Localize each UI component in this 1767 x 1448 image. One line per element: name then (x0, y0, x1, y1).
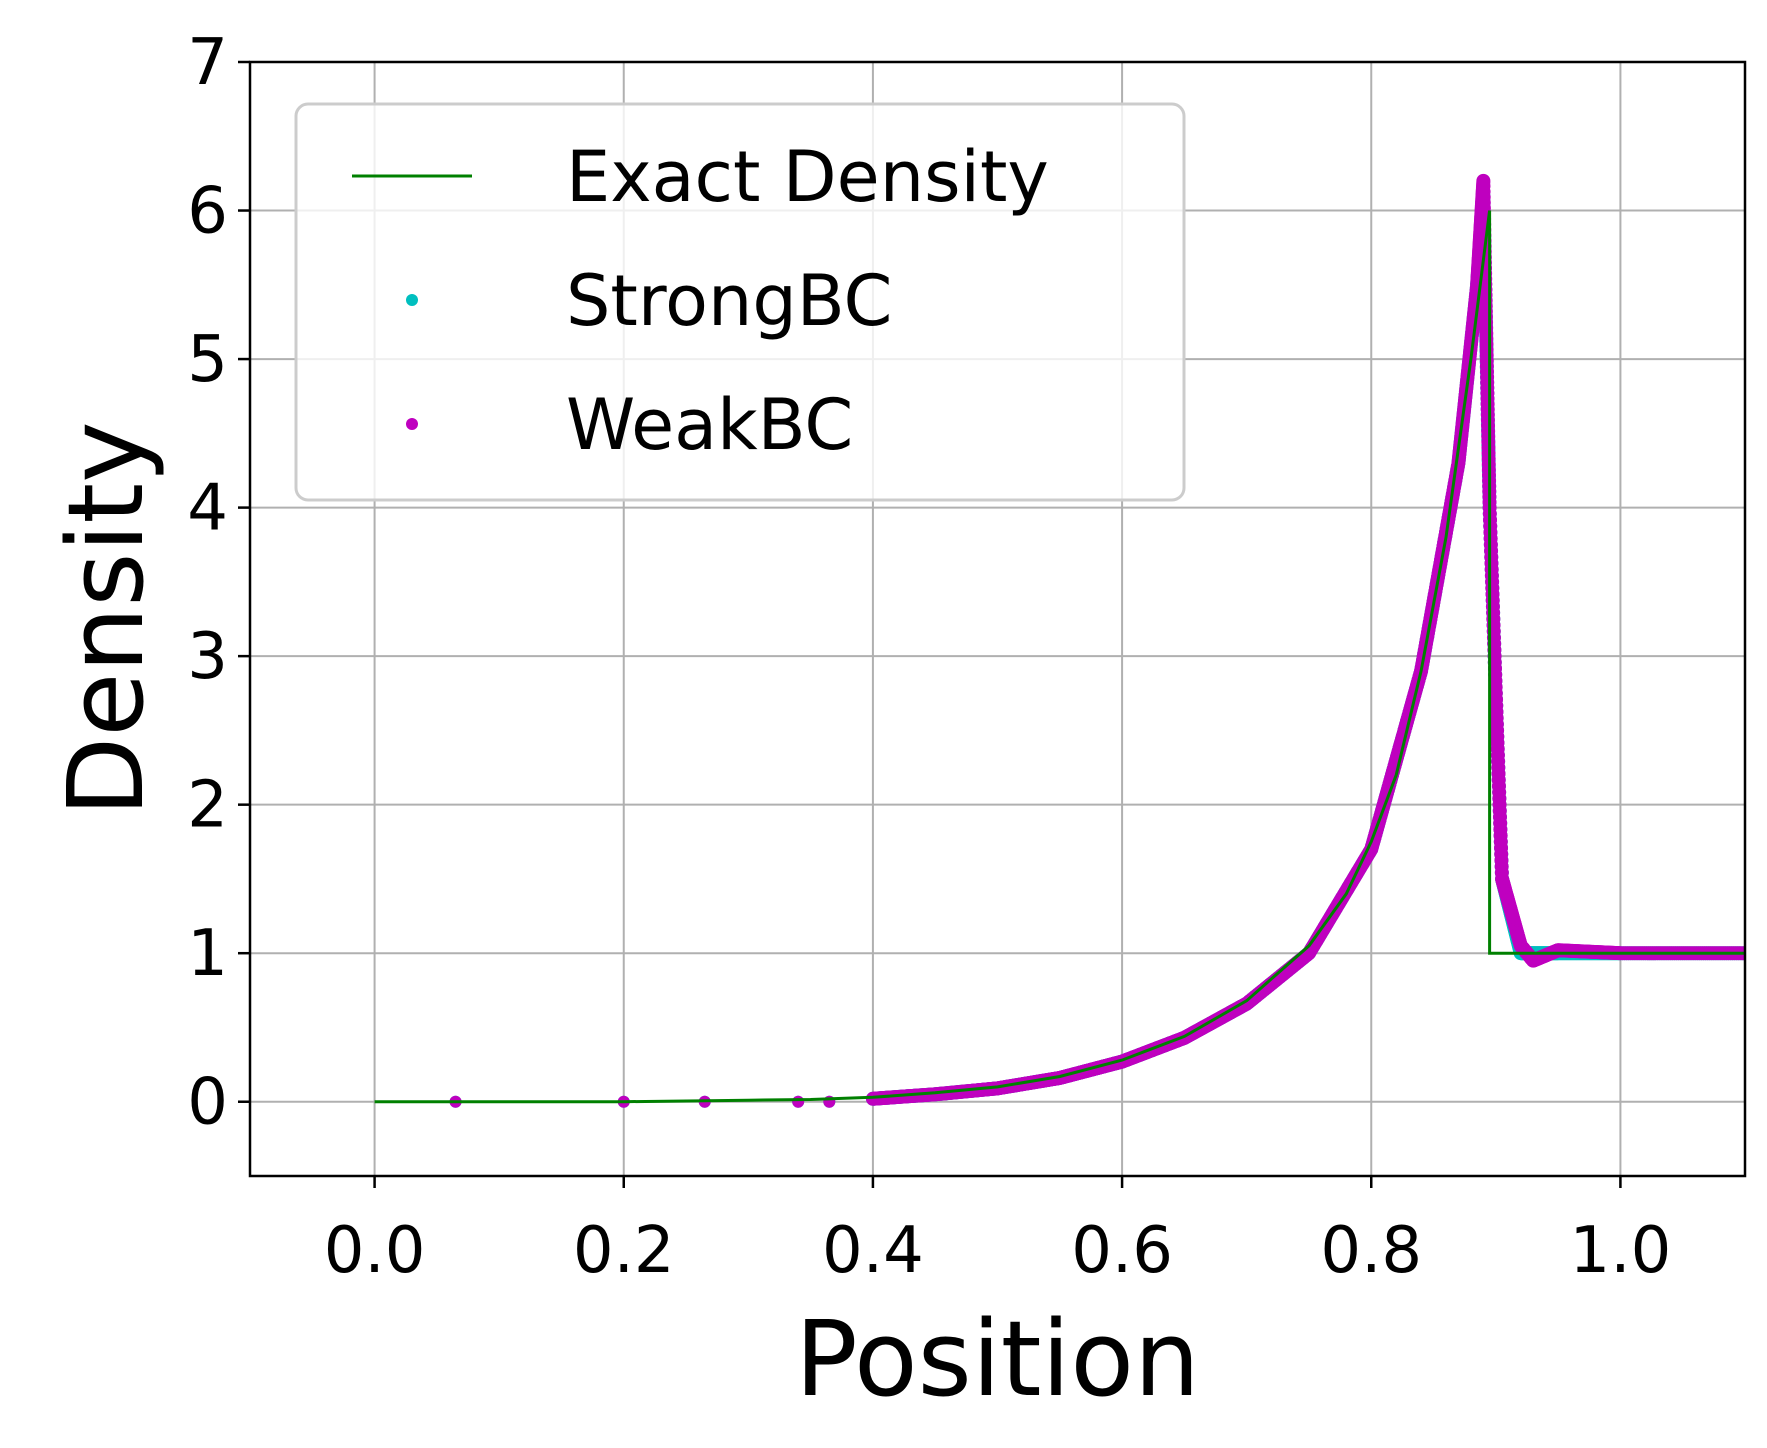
x-tick-label: 0.0 (324, 1214, 426, 1288)
x-tick-label: 0.6 (1071, 1214, 1173, 1288)
x-tick-label: 0.8 (1320, 1214, 1422, 1288)
plot-frame (248, 60, 1747, 1178)
y-tick-label: 1 (187, 917, 228, 991)
legend-label: Exact Density (566, 136, 1049, 218)
x-axis-title: Position (795, 1298, 1200, 1420)
exact-density-line (374, 210, 1745, 1104)
legend-label: WeakBC (566, 384, 853, 466)
y-tick-label: 6 (187, 175, 228, 249)
x-tick-label: 0.2 (573, 1214, 675, 1288)
y-tick-label: 3 (187, 620, 228, 694)
y-tick-label: 5 (187, 323, 228, 397)
legend-box (294, 102, 1186, 502)
plot-series (374, 173, 1745, 1108)
y-tick-label: 7 (187, 26, 228, 100)
legend: Exact Density StrongBC WeakBC (294, 102, 1186, 502)
legend-label: StrongBC (566, 260, 892, 342)
x-tick-label: 1.0 (1570, 1214, 1672, 1288)
data-point (792, 1095, 805, 1108)
y-tick-label: 4 (187, 472, 228, 546)
series-exact-density (374, 210, 1745, 1104)
x-tick-label: 0.4 (822, 1214, 924, 1288)
y-axis-title: Density (45, 421, 167, 816)
y-tick-label: 2 (187, 769, 228, 843)
axis-ticks: 0.0 0.2 0.4 0.6 0.8 1.0 0 1 2 3 4 5 6 7 (187, 26, 1671, 1288)
legend-marker-swatch (406, 418, 418, 430)
y-tick-label: 0 (187, 1066, 228, 1140)
legend-marker-swatch (406, 294, 418, 306)
